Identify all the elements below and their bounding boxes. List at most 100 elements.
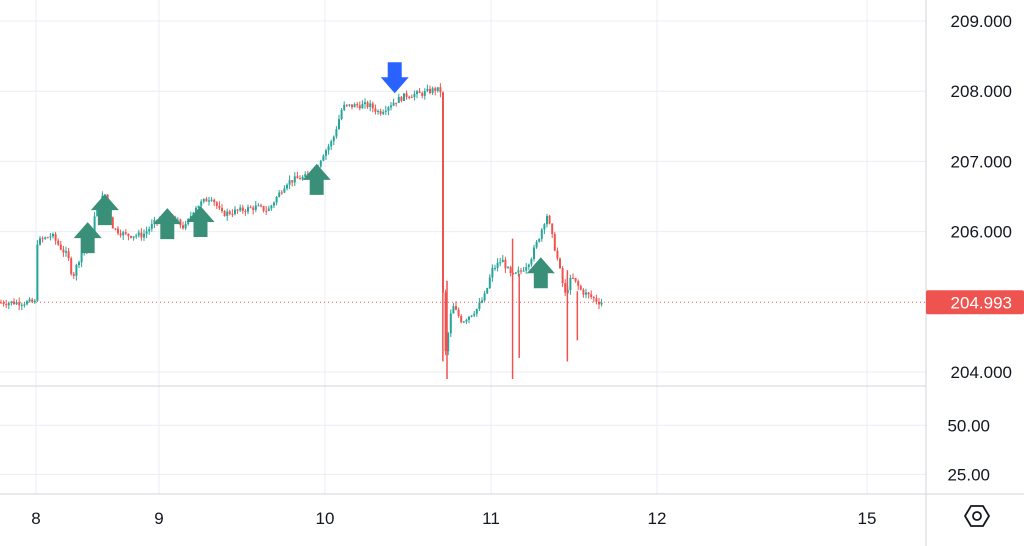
candle (226, 208, 229, 221)
candle (475, 308, 478, 317)
candle (462, 320, 465, 323)
candle (439, 83, 442, 98)
candle (262, 205, 265, 213)
candle (52, 232, 54, 239)
candle (468, 316, 470, 324)
candle (80, 252, 83, 268)
candle (23, 302, 26, 308)
candle (10, 301, 13, 306)
candle (197, 205, 200, 209)
candle (384, 105, 387, 116)
candle (130, 235, 132, 239)
candle (361, 100, 364, 109)
candle (408, 95, 411, 100)
candle (543, 223, 546, 235)
candle (436, 87, 439, 93)
time-tick-label: 12 (648, 509, 667, 528)
candle (533, 244, 535, 262)
candle (426, 84, 429, 93)
candle (18, 297, 21, 311)
candle (470, 315, 473, 318)
candle (364, 98, 366, 109)
candle (205, 196, 208, 202)
candle (595, 294, 598, 305)
candle (288, 175, 291, 190)
candle (598, 297, 600, 309)
candle (215, 201, 218, 210)
chart-grid (0, 0, 926, 494)
sell-signal-arrow (380, 62, 409, 94)
candle (400, 96, 403, 103)
candle (390, 102, 392, 111)
candle (153, 216, 156, 229)
buy-signal-arrow (73, 222, 102, 254)
candle (548, 214, 551, 225)
candle (254, 200, 257, 213)
candle (330, 139, 333, 150)
candle (465, 318, 468, 325)
indicator-axis[interactable]: 50.00 25.00 (947, 416, 990, 484)
time-tick-label: 11 (482, 509, 500, 528)
candle (184, 221, 187, 231)
candle (418, 87, 421, 94)
candle (41, 236, 44, 243)
candle (270, 204, 273, 211)
candle (520, 267, 522, 275)
candle (322, 154, 325, 162)
candle (345, 104, 348, 108)
candle (223, 210, 226, 217)
buy-signal-arrow (526, 257, 555, 289)
candle (509, 265, 512, 277)
candle (304, 171, 307, 178)
settings-hexagon-icon[interactable] (964, 505, 990, 527)
candle (382, 109, 385, 116)
candle (49, 232, 52, 241)
candle (569, 274, 572, 295)
candle (527, 263, 530, 271)
candle (369, 100, 372, 112)
indicator-tick-label: 25.00 (947, 465, 990, 484)
candle (231, 209, 234, 218)
candle (410, 94, 413, 99)
candle (280, 190, 283, 195)
candle (504, 256, 507, 274)
candle (473, 310, 476, 318)
candle (176, 217, 179, 221)
candle (434, 86, 437, 96)
buy-signal-arrow (186, 206, 215, 238)
candle (299, 175, 301, 180)
candle (481, 297, 483, 304)
candle (20, 302, 23, 311)
price-axis[interactable]: 209.000 208.000 207.000 206.000 204.000 (951, 12, 1012, 382)
candle (379, 108, 382, 116)
candle (213, 198, 216, 206)
candle (208, 196, 210, 206)
time-tick-label: 8 (31, 509, 40, 528)
time-axis[interactable]: 8 9 10 11 12 15 (31, 509, 876, 528)
candle (579, 284, 582, 291)
last-price-tag: 204.993 (926, 290, 1024, 315)
candle (392, 98, 395, 107)
candle (249, 205, 252, 209)
candle (530, 257, 533, 267)
candle (421, 91, 424, 99)
candle (559, 257, 561, 270)
candle (561, 266, 564, 288)
candle (114, 228, 117, 231)
candle (72, 272, 75, 280)
candle (413, 90, 416, 101)
buy-signal-arrow (153, 208, 182, 240)
candle (127, 233, 130, 241)
candle (218, 201, 221, 210)
candle (592, 296, 595, 303)
candle (449, 309, 452, 338)
candle (387, 106, 390, 116)
candle (143, 229, 145, 241)
candle (124, 229, 127, 236)
candle (553, 231, 556, 252)
indicator-tick-label: 50.00 (947, 416, 990, 435)
candle (291, 180, 294, 187)
candle (423, 88, 426, 100)
candle (405, 90, 408, 100)
